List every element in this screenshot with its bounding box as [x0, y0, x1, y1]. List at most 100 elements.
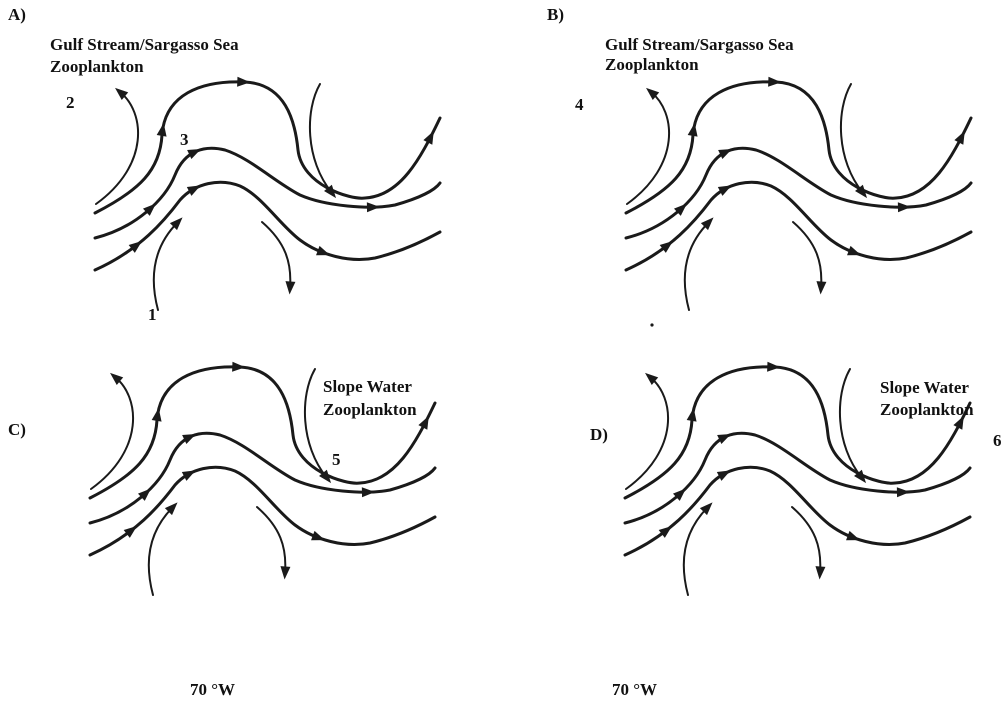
tracer-number-5: 5 — [332, 450, 341, 469]
sargasso-entrainment-path — [152, 221, 179, 311]
arrowhead-icon — [768, 76, 782, 87]
arrowhead-icon — [418, 415, 429, 430]
gulf-stream-zooplankton-label-line-1: Gulf Stream/Sargasso Sea — [605, 35, 794, 54]
front-middle-streamline — [623, 431, 972, 525]
longitude-label: 70 °W — [190, 680, 235, 699]
arrowhead-icon — [686, 407, 697, 422]
panel-letter: A) — [8, 5, 26, 24]
tracer-number-6: 6 — [993, 431, 1002, 450]
panel-d: D) Slope Water Zooplankton 6 70 °W — [590, 361, 1002, 699]
tracer-number-2: 2 — [66, 93, 75, 112]
arrowhead-icon — [361, 487, 375, 498]
arrowhead-icon — [854, 469, 867, 484]
sargasso-entrainment-path — [683, 221, 710, 311]
tracer-number-4: 4 — [575, 95, 584, 114]
front-upper-streamline — [93, 80, 442, 215]
sargasso-entrainment-path — [147, 506, 174, 596]
meander-streamlines — [93, 76, 442, 311]
arrowhead-icon — [815, 566, 826, 580]
arrowhead-icon — [285, 281, 296, 295]
arrowhead-icon — [128, 240, 143, 253]
warm-ring-eddy-path — [626, 91, 670, 205]
meander-streamlines — [88, 361, 437, 596]
slope-water-zooplankton-label-line-1: Slope Water — [323, 377, 412, 396]
arrowhead-icon — [659, 240, 674, 253]
arrowhead-icon — [897, 202, 911, 213]
arrowhead-icon — [142, 203, 156, 216]
slope-entrainment-path — [838, 368, 863, 479]
cold-ring-eddy-path — [261, 221, 292, 289]
panel-letter: B) — [547, 5, 564, 24]
slope-water-zooplankton-label-line-1: Slope Water — [880, 378, 969, 397]
panel-letter: D) — [590, 425, 608, 444]
arrowhead-icon — [645, 372, 659, 386]
arrowhead-icon — [896, 487, 910, 498]
meander-streamlines — [623, 361, 972, 596]
front-upper-streamline — [88, 365, 437, 500]
arrowhead-icon — [717, 185, 732, 196]
stray-dot — [650, 323, 654, 327]
gulf-stream-zooplankton-label-line-2: Zooplankton — [50, 57, 144, 76]
front-middle-streamline — [88, 431, 437, 525]
arrowhead-icon — [115, 87, 129, 101]
panel-a: A) Gulf Stream/Sargasso Sea Zooplankton 1 2 3 — [8, 5, 442, 324]
warm-ring-eddy-path — [95, 91, 139, 205]
arrowhead-icon — [767, 361, 781, 372]
cold-ring-eddy-path — [791, 506, 822, 574]
arrowhead-icon — [169, 217, 183, 231]
front-lower-streamline — [93, 180, 442, 272]
arrowhead-icon — [232, 361, 246, 372]
arrowhead-icon — [717, 433, 732, 445]
cold-ring-eddy-path — [792, 221, 823, 289]
tracer-number-1: 1 — [148, 305, 157, 324]
arrowhead-icon — [182, 433, 197, 445]
warm-ring-eddy-path — [90, 376, 134, 490]
arrowhead-icon — [847, 245, 861, 256]
slope-water-zooplankton-label-line-2: Zooplankton — [880, 400, 974, 419]
arrowhead-icon — [151, 407, 162, 422]
arrowhead-icon — [156, 122, 167, 137]
arrowhead-icon — [672, 488, 686, 501]
arrowhead-icon — [718, 148, 733, 160]
arrowhead-icon — [137, 488, 151, 501]
front-middle-streamline — [624, 146, 973, 240]
arrowhead-icon — [855, 184, 868, 199]
arrowhead-icon — [366, 202, 380, 213]
longitude-label: 70 °W — [612, 680, 657, 699]
arrowhead-icon — [716, 470, 731, 481]
tracer-number-3: 3 — [180, 130, 189, 149]
front-lower-streamline — [88, 465, 437, 557]
slope-water-zooplankton-label-line-2: Zooplankton — [323, 400, 417, 419]
arrowhead-icon — [699, 502, 713, 516]
arrowhead-icon — [311, 530, 325, 541]
gulf-stream-zooplankton-label-line-2: Zooplankton — [605, 55, 699, 74]
arrowhead-icon — [673, 203, 687, 216]
arrowhead-icon — [110, 372, 124, 386]
arrowhead-icon — [687, 122, 698, 137]
arrowhead-icon — [280, 566, 291, 580]
arrowhead-icon — [164, 502, 178, 516]
front-upper-streamline — [623, 365, 972, 500]
arrowhead-icon — [237, 76, 251, 87]
meander-streamlines — [624, 76, 973, 311]
slope-entrainment-path — [839, 83, 864, 194]
arrowhead-icon — [324, 184, 337, 199]
slope-entrainment-path — [308, 83, 333, 194]
slope-entrainment-path — [303, 368, 328, 479]
arrowhead-icon — [123, 525, 138, 538]
arrowhead-icon — [953, 415, 964, 430]
arrowhead-icon — [181, 470, 196, 481]
panel-letter: C) — [8, 420, 26, 439]
arrowhead-icon — [186, 185, 201, 196]
front-upper-streamline — [624, 80, 973, 215]
front-lower-streamline — [623, 465, 972, 557]
cold-ring-eddy-path — [256, 506, 287, 574]
arrowhead-icon — [646, 87, 660, 101]
front-middle-streamline — [93, 146, 442, 240]
front-lower-streamline — [624, 180, 973, 272]
gulf-stream-zooplankton-label-line-1: Gulf Stream/Sargasso Sea — [50, 35, 239, 54]
arrowhead-icon — [816, 281, 827, 295]
arrowhead-icon — [319, 469, 332, 484]
